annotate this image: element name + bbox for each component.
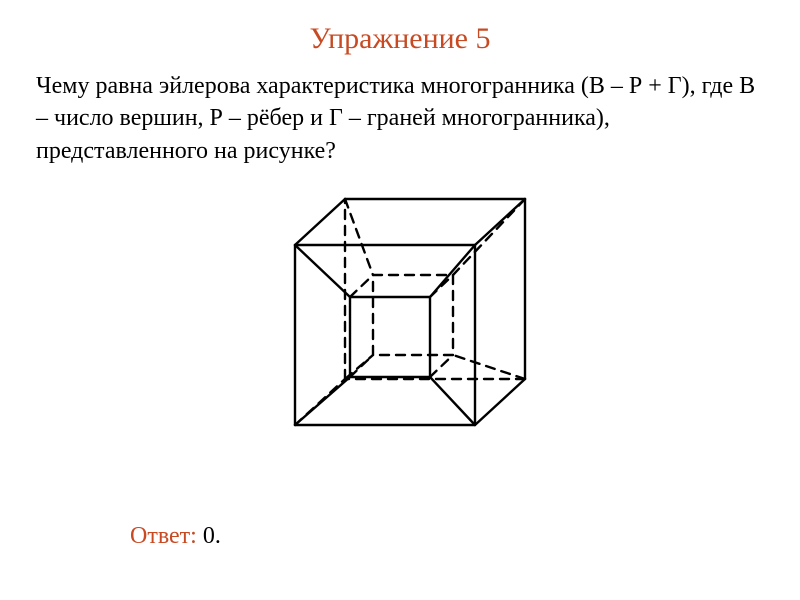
answer-label: Ответ: bbox=[130, 523, 197, 549]
slide: Упражнение 5 Чему равна эйлерова характе… bbox=[0, 0, 800, 600]
question-text: Чему равна эйлерова характеристика много… bbox=[36, 70, 764, 167]
polyhedron-figure bbox=[36, 175, 764, 450]
answer-value: 0. bbox=[203, 523, 221, 549]
exercise-title: Упражнение 5 bbox=[36, 22, 764, 56]
answer-row: Ответ: 0. bbox=[130, 523, 221, 550]
polyhedron-svg bbox=[255, 175, 545, 445]
